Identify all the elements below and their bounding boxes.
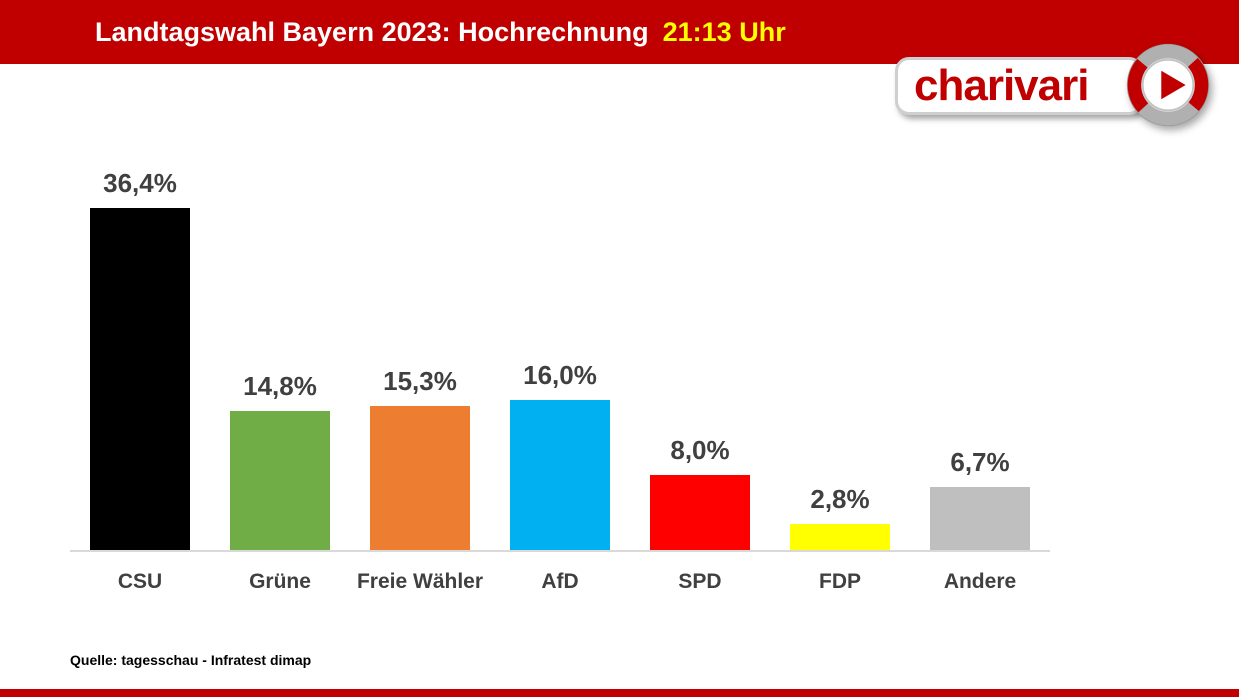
bar-column: 36,4% (70, 70, 210, 550)
bar (930, 487, 1030, 550)
bar (650, 474, 750, 550)
bar-value-label: 16,0% (523, 359, 597, 390)
bar (370, 406, 470, 550)
charivari-logo-text: charivari (914, 61, 1089, 110)
category-label: Andere (943, 570, 1017, 593)
bar-column: 15,3% (350, 70, 490, 550)
x-axis-line (70, 550, 1050, 552)
bar-column: 8,0% (630, 70, 770, 550)
bar-value-label: 14,8% (243, 370, 317, 401)
category-label: AfD (541, 570, 579, 593)
bar-value-label: 36,4% (103, 167, 177, 198)
bar-column: 14,8% (210, 70, 350, 550)
bar (90, 207, 190, 550)
header-bar: Landtagswahl Bayern 2023: Hochrechnung 2… (0, 0, 1239, 64)
category-label: SPD (678, 570, 722, 593)
play-button-circle-icon (1126, 43, 1210, 127)
bar (230, 410, 330, 550)
charivari-logo: charivari (895, 57, 1143, 115)
category-label: FDP (819, 570, 861, 593)
header-time: 21:13 Uhr (662, 16, 786, 47)
bar (510, 399, 610, 550)
category-label: Freie Wähler (356, 570, 484, 593)
page-title: Landtagswahl Bayern 2023: Hochrechnung (95, 16, 649, 47)
bar-column: 6,7% (910, 70, 1050, 550)
bar-value-label: 15,3% (383, 366, 457, 397)
bar-value-label: 8,0% (670, 434, 730, 465)
category-labels: CSU Grüne Freie Wähler AfD SPD FDP Andere (70, 570, 1050, 594)
category-label: Grüne (249, 570, 311, 593)
bar (790, 523, 890, 550)
bar-column: 16,0% (490, 70, 630, 550)
bar-chart: 36,4% 14,8% 15,3% 16,0% 8,0% 2,8% 6,7% (70, 70, 1050, 550)
bar-value-label: 6,7% (950, 447, 1010, 478)
source-credit: Quelle: tagesschau - Infratest dimap (70, 652, 312, 668)
bar-column: 2,8% (770, 70, 910, 550)
bar-value-label: 2,8% (810, 483, 870, 514)
category-label: CSU (117, 570, 163, 593)
bottom-red-strip (0, 689, 1239, 697)
